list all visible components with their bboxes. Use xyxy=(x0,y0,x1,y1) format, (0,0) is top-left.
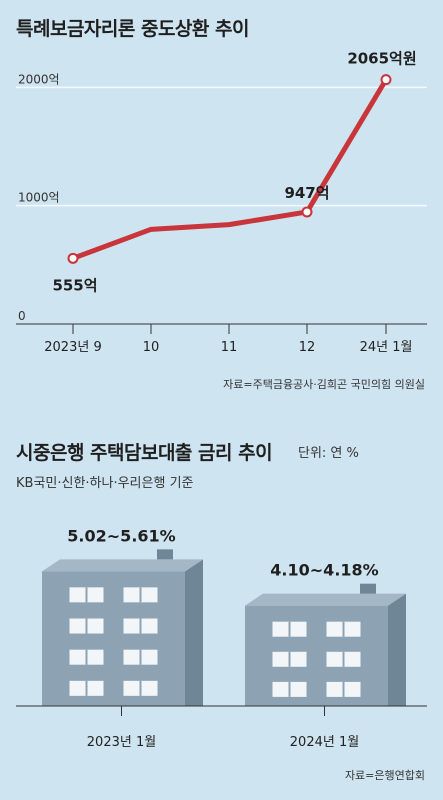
bar-value-label: 4.10~4.18% xyxy=(270,561,378,580)
building-front xyxy=(42,571,185,706)
bar-building xyxy=(42,549,203,706)
y-tick-label: 2000억 xyxy=(18,72,60,86)
x-tick-label: 24년 1월 xyxy=(360,340,413,355)
chart2-title: 시중은행 주택담보대출 금리 추이 xyxy=(16,442,273,464)
chart1-title: 특례보금자리론 중도상환 추이 xyxy=(16,18,249,40)
bar-building xyxy=(245,583,406,706)
building-roof xyxy=(42,559,203,572)
chart2-unit: 단위: 연 % xyxy=(298,446,359,461)
chart2-svg: 5.02~5.61% 2023년 1월 4.10~4.18% 2024년 1월 xyxy=(16,526,427,750)
x-tick-label: 11 xyxy=(221,340,238,355)
bar-value-label: 5.02~5.61% xyxy=(67,526,175,545)
chart1-source: 자료=주택금융공사·김희곤 국민의힘 의원실 xyxy=(223,378,425,391)
data-label: 555억 xyxy=(52,276,97,294)
chart1-svg: 0 1000억 2000억 2023년 9 10 11 12 24년 1월 555억 947억… xyxy=(16,50,427,355)
x-tick-label: 10 xyxy=(143,340,160,355)
data-point xyxy=(301,206,313,218)
building-side xyxy=(185,559,203,706)
x-tick-label: 2024년 1월 xyxy=(290,735,359,750)
x-tick-label: 12 xyxy=(299,340,316,355)
building-roof xyxy=(245,593,406,606)
data-label: 2065억원 xyxy=(347,50,416,68)
building-side xyxy=(388,593,406,706)
rooftop-box xyxy=(157,549,173,560)
x-tick-label: 2023년 1월 xyxy=(87,735,156,750)
rooftop-box xyxy=(360,583,376,594)
series-line xyxy=(70,77,389,261)
building-front xyxy=(245,605,388,706)
chart2-subtitle: KB국민·신한·하나·우리은행 기준 xyxy=(16,476,194,491)
x-tick-label: 2023년 9 xyxy=(44,340,101,355)
chart2-source: 자료=은행연합회 xyxy=(344,769,425,782)
y-tick-label: 1000억 xyxy=(18,191,60,205)
data-point xyxy=(380,74,392,86)
data-point xyxy=(67,252,79,264)
y-tick-label: 0 xyxy=(18,309,26,323)
data-label: 947억 xyxy=(284,184,329,202)
